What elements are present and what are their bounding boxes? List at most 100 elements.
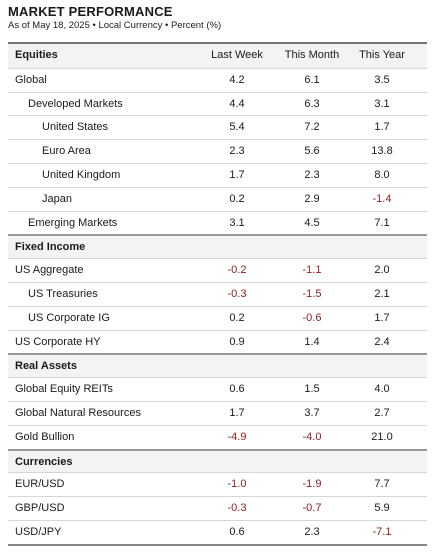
row-label: GBP/USD <box>15 502 65 515</box>
value-cell: 6.1 <box>304 73 320 86</box>
value-cell: 1.7 <box>229 168 245 181</box>
value-cell: 0.2 <box>229 192 245 205</box>
row-label: Global Equity REITs <box>15 383 113 396</box>
value-cell: 4.0 <box>374 383 390 396</box>
table-row: Japan 0.2 2.9 -1.4 <box>8 186 427 211</box>
row-label: Global Natural Resources <box>15 406 141 419</box>
table-row: US Corporate IG 0.2 -0.6 1.7 <box>8 305 427 330</box>
table-row: Global Equity REITs 0.6 1.5 4.0 <box>8 377 427 401</box>
table-row: Global Natural Resources 1.7 3.7 2.7 <box>8 400 427 425</box>
performance-table: Equities Last Week This Month This Year Glob… <box>8 42 427 546</box>
table-row: Developed Markets 4.4 6.3 3.1 <box>8 91 427 116</box>
value-cell: -1.5 <box>302 287 322 300</box>
table-row: Euro Area 2.3 5.6 13.8 <box>8 139 427 163</box>
value-cell: 3.1 <box>229 216 245 229</box>
row-label: Japan <box>42 192 72 205</box>
value-cell: 0.6 <box>229 383 245 396</box>
value-cell: 8.0 <box>374 168 390 181</box>
value-cell: 4.4 <box>229 97 245 110</box>
value-cell: 5.4 <box>229 121 245 134</box>
row-label: Developed Markets <box>28 97 123 110</box>
section-header: Equities Last Week This Month This Year <box>8 44 427 68</box>
value-cell: 7.7 <box>374 478 390 491</box>
value-cell: -1.1 <box>302 264 322 277</box>
value-cell: 7.1 <box>374 216 390 229</box>
section-name: Real Assets <box>15 360 77 373</box>
value-cell: 2.9 <box>304 192 320 205</box>
value-cell: 13.8 <box>371 145 393 158</box>
value-cell: -7.1 <box>372 525 392 538</box>
value-cell: 1.5 <box>304 383 320 396</box>
value-cell: 0.2 <box>229 311 245 324</box>
value-cell: 2.4 <box>374 335 390 348</box>
table-row: GBP/USD -0.3 -0.7 5.9 <box>8 496 427 520</box>
value-cell: 1.7 <box>374 311 390 324</box>
row-label: United Kingdom <box>42 168 121 181</box>
row-label: US Corporate IG <box>28 311 110 324</box>
value-cell: 21.0 <box>371 430 393 443</box>
table-row: United States 5.4 7.2 1.7 <box>8 115 427 139</box>
row-label: US Treasuries <box>28 287 98 300</box>
section-header: Fixed Income <box>8 234 427 259</box>
section-name: Fixed Income <box>15 241 86 254</box>
value-cell: -1.0 <box>227 478 247 491</box>
value-cell: 4.5 <box>304 216 320 229</box>
value-cell: 2.3 <box>304 168 320 181</box>
row-label: Gold Bullion <box>15 430 75 443</box>
value-cell: 7.2 <box>304 121 320 134</box>
section-header: Real Assets <box>8 353 427 378</box>
value-cell: -0.6 <box>302 311 322 324</box>
value-cell: 6.3 <box>304 97 320 110</box>
row-label: Emerging Markets <box>28 216 118 229</box>
row-label: United States <box>42 121 109 134</box>
table-row: US Treasuries -0.3 -1.5 2.1 <box>8 281 427 306</box>
row-label: Global <box>15 73 47 86</box>
table-row: US Aggregate -0.2 -1.1 2.0 <box>8 258 427 282</box>
value-cell: 1.7 <box>374 121 390 134</box>
value-cell: -4.9 <box>227 430 247 443</box>
value-cell: 2.0 <box>374 264 390 277</box>
value-cell: 0.6 <box>229 525 245 538</box>
table-row: Global 4.2 6.1 3.5 <box>8 67 427 92</box>
value-cell: 1.4 <box>304 335 320 348</box>
value-cell: 5.9 <box>374 502 390 515</box>
value-cell: -0.2 <box>227 264 247 277</box>
value-cell: 2.7 <box>374 406 390 419</box>
section-name: Currencies <box>15 455 73 468</box>
section-header: Currencies <box>8 448 427 473</box>
value-cell: 3.1 <box>374 97 390 110</box>
section-name: Equities <box>15 49 58 61</box>
table-row: US Corporate HY 0.9 1.4 2.4 <box>8 329 427 354</box>
value-cell: -0.3 <box>227 287 247 300</box>
value-cell: -0.3 <box>227 502 247 515</box>
value-cell: 3.5 <box>374 73 390 86</box>
value-cell: -1.4 <box>372 192 392 205</box>
row-label: US Aggregate <box>15 264 84 277</box>
column-header: Last Week <box>211 49 263 61</box>
table-row: EUR/USD -1.0 -1.9 7.7 <box>8 472 427 496</box>
table-row: United Kingdom 1.7 2.3 8.0 <box>8 162 427 187</box>
value-cell: -1.9 <box>302 478 322 491</box>
value-cell: 4.2 <box>229 73 245 86</box>
value-cell: 2.1 <box>374 287 390 300</box>
row-label: EUR/USD <box>15 478 65 491</box>
value-cell: 0.9 <box>229 335 245 348</box>
row-label: USD/JPY <box>15 525 62 538</box>
value-cell: 2.3 <box>229 145 245 158</box>
row-label: Euro Area <box>42 145 91 158</box>
table-row: Gold Bullion -4.9 -4.0 21.0 <box>8 424 427 449</box>
table-row: Emerging Markets 3.1 4.5 7.1 <box>8 210 427 235</box>
value-cell: 1.7 <box>229 406 245 419</box>
column-header: This Year <box>359 49 405 61</box>
column-header: This Month <box>284 49 340 61</box>
subtitle: As of May 18, 2025 • Local Currency • Pe… <box>8 20 222 31</box>
value-cell: 3.7 <box>304 406 320 419</box>
value-cell: 5.6 <box>304 145 320 158</box>
value-cell: -0.7 <box>302 502 322 515</box>
table-row: USD/JPY 0.6 2.3 -7.1 <box>8 519 427 544</box>
row-label: US Corporate HY <box>15 335 101 348</box>
value-cell: 2.3 <box>304 525 320 538</box>
title: MARKET PERFORMANCE <box>8 4 173 19</box>
value-cell: -4.0 <box>302 430 322 443</box>
